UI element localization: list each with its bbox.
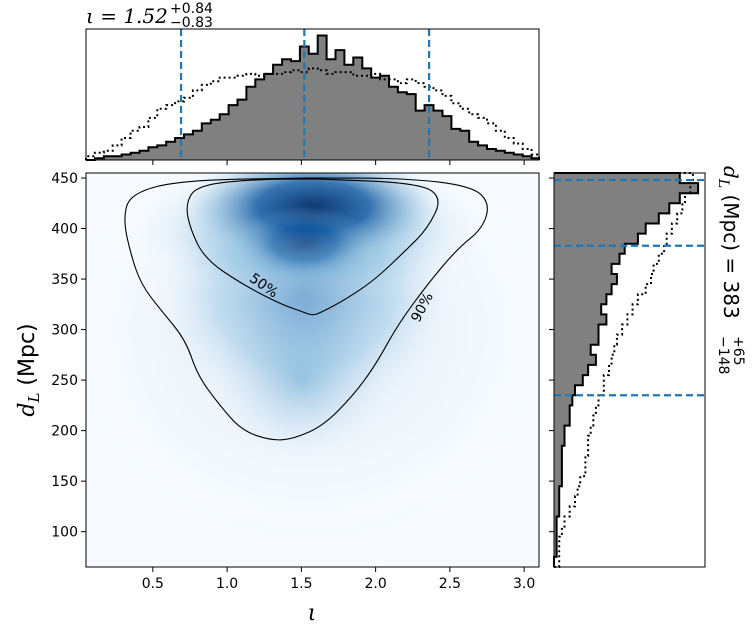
right-panel-frame (553, 172, 706, 568)
y-tick-label: 400 (51, 222, 78, 238)
right-histogram-bars (553, 172, 705, 568)
svg-text:−148: −148 (715, 336, 731, 374)
top-prior-outline (85, 67, 540, 160)
y-tick-label: 100 (51, 525, 78, 541)
top-panel-frame (85, 28, 540, 161)
right-prior-outline (554, 172, 694, 568)
top-posterior-fill (86, 35, 539, 160)
top-title-sup: +0.84 (170, 1, 213, 17)
x-axis-label: ι (308, 601, 317, 626)
x-tick-label: 1.5 (290, 576, 312, 592)
y-tick-label: 300 (51, 323, 78, 339)
contour-50pct (186, 178, 439, 316)
right-posterior-fill (554, 173, 699, 567)
x-tick-label: 3.0 (513, 576, 535, 592)
svg-text:+65: +65 (730, 336, 746, 366)
right-posterior-outline (553, 172, 700, 567)
y-tick-label: 150 (51, 474, 78, 490)
main-x-ticks: 0.5 1.0 1.5 2.0 2.5 3.0 (142, 567, 535, 592)
credible-contours (124, 177, 488, 441)
top-histogram-bars (85, 29, 540, 161)
y-tick-label: 250 (51, 373, 78, 389)
x-tick-label: 0.5 (142, 576, 164, 592)
x-tick-label: 2.0 (364, 576, 386, 592)
y-tick-label: 200 (51, 424, 78, 440)
top-panel-title: ι = 1.52 (86, 4, 168, 28)
svg-text:dL (Mpc): dL (Mpc) (15, 323, 43, 416)
contour-90pct (124, 177, 488, 441)
main-y-ticks: 100 150 200 250 300 350 400 450 (51, 171, 86, 541)
density-heatmap (86, 173, 539, 560)
x-tick-label: 2.5 (439, 576, 461, 592)
right-marginal-histogram: dL (Mpc) = 383 +65 −148 (549, 166, 746, 568)
top-marginal-histogram: ι = 1.52 +0.84 −0.83 (85, 1, 540, 165)
svg-text:dL (Mpc) = 383: dL (Mpc) = 383 (715, 166, 743, 319)
right-panel-title: dL (Mpc) = 383 +65 −148 (715, 166, 746, 374)
top-title-sub: −0.83 (170, 15, 213, 31)
x-tick-label: 1.0 (216, 576, 238, 592)
y-axis-label: dL (Mpc) (15, 323, 43, 416)
main-density-panel: 50%90% 0.5 1.0 1.5 2.0 2.5 3.0 10015020025030… (15, 171, 540, 626)
y-tick-label: 350 (51, 272, 78, 288)
density-core-lower (234, 205, 375, 282)
main-panel-frame (85, 172, 540, 568)
right-y-ticks (549, 177, 554, 533)
top-x-ticks (152, 160, 525, 165)
y-tick-label: 450 (51, 171, 78, 187)
top-posterior-outline (86, 34, 540, 161)
